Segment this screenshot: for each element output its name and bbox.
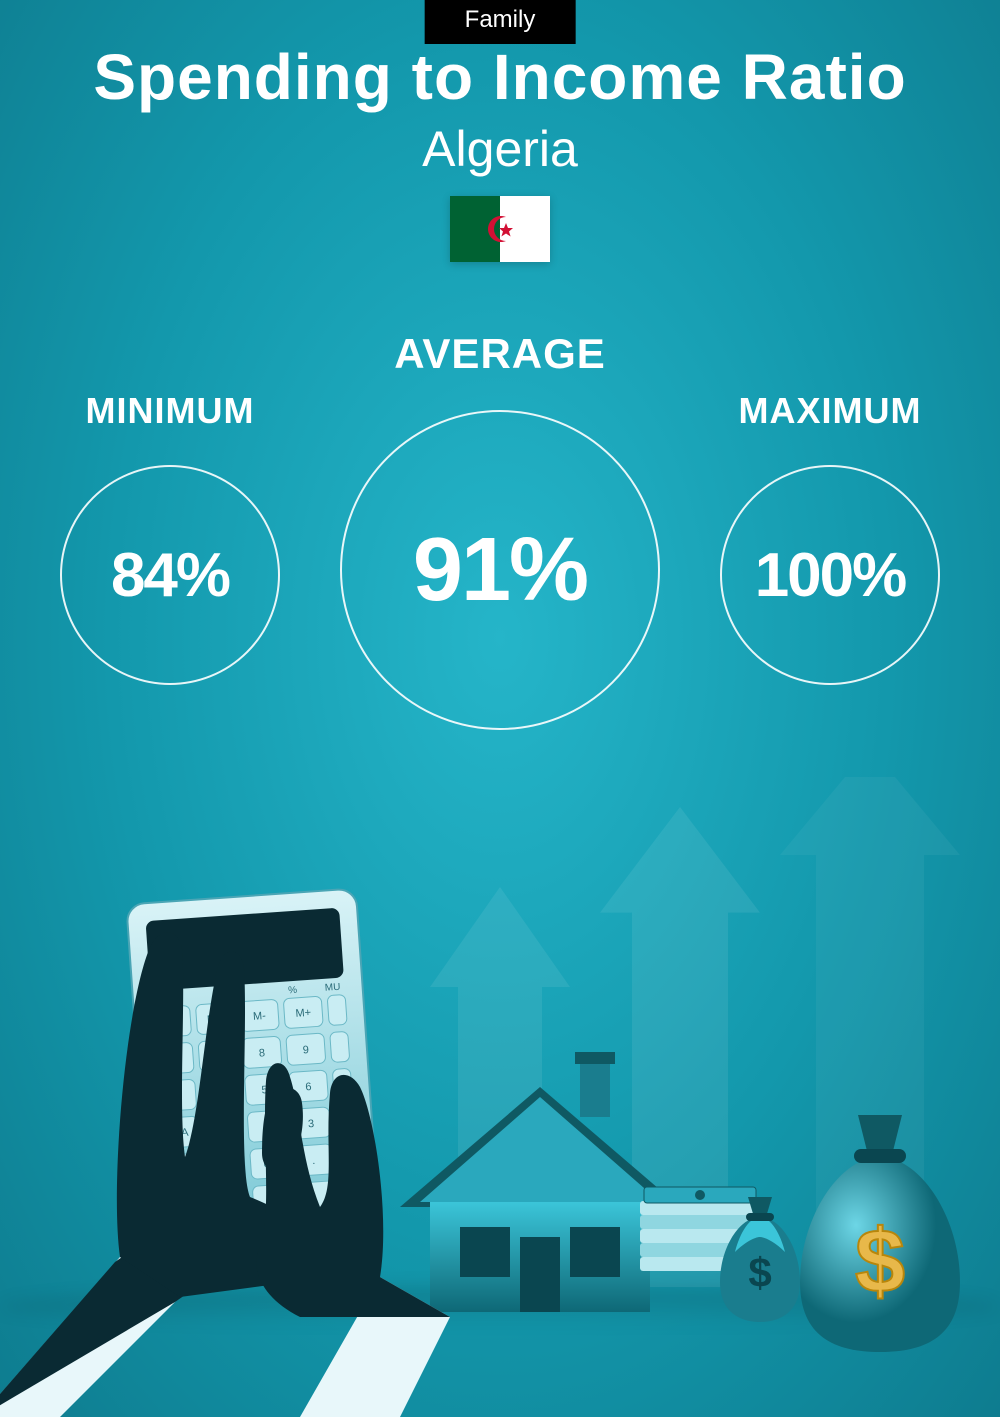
svg-text:M+: M+ [295, 1007, 311, 1020]
infographic-page: Family Spending to Income Ratio Algeria … [0, 0, 1000, 1417]
illustration-area: $ $ [0, 777, 1000, 1417]
page-title: Spending to Income Ratio [0, 40, 1000, 114]
minimum-label: MINIMUM [86, 390, 255, 432]
minimum-circle: 84% [60, 465, 280, 685]
svg-text:M-: M- [253, 1010, 267, 1023]
money-bag-large-icon: $ [780, 1097, 980, 1357]
maximum-value: 100% [755, 540, 906, 611]
average-label: AVERAGE [394, 330, 606, 378]
svg-text:6: 6 [305, 1081, 312, 1093]
flag-emblem-icon [480, 209, 520, 249]
minimum-value: 84% [111, 540, 229, 611]
svg-text:$: $ [855, 1212, 905, 1312]
svg-text:%: % [288, 985, 298, 997]
svg-text:8: 8 [259, 1047, 266, 1059]
average-circle: 91% [340, 410, 660, 730]
hands-calculator-icon: MCMRM-M+ +/-789 ▶456 C/A123 000. %MU [0, 857, 480, 1417]
svg-text:9: 9 [302, 1044, 309, 1056]
svg-text:3: 3 [308, 1118, 315, 1130]
maximum-label: MAXIMUM [739, 390, 922, 432]
maximum-circle: 100% [720, 465, 940, 685]
svg-text:$: $ [748, 1249, 771, 1296]
country-flag [450, 196, 550, 262]
category-tag: Family [425, 0, 576, 44]
svg-text:MU: MU [324, 982, 340, 994]
country-name: Algeria [0, 120, 1000, 178]
average-value: 91% [413, 519, 587, 622]
